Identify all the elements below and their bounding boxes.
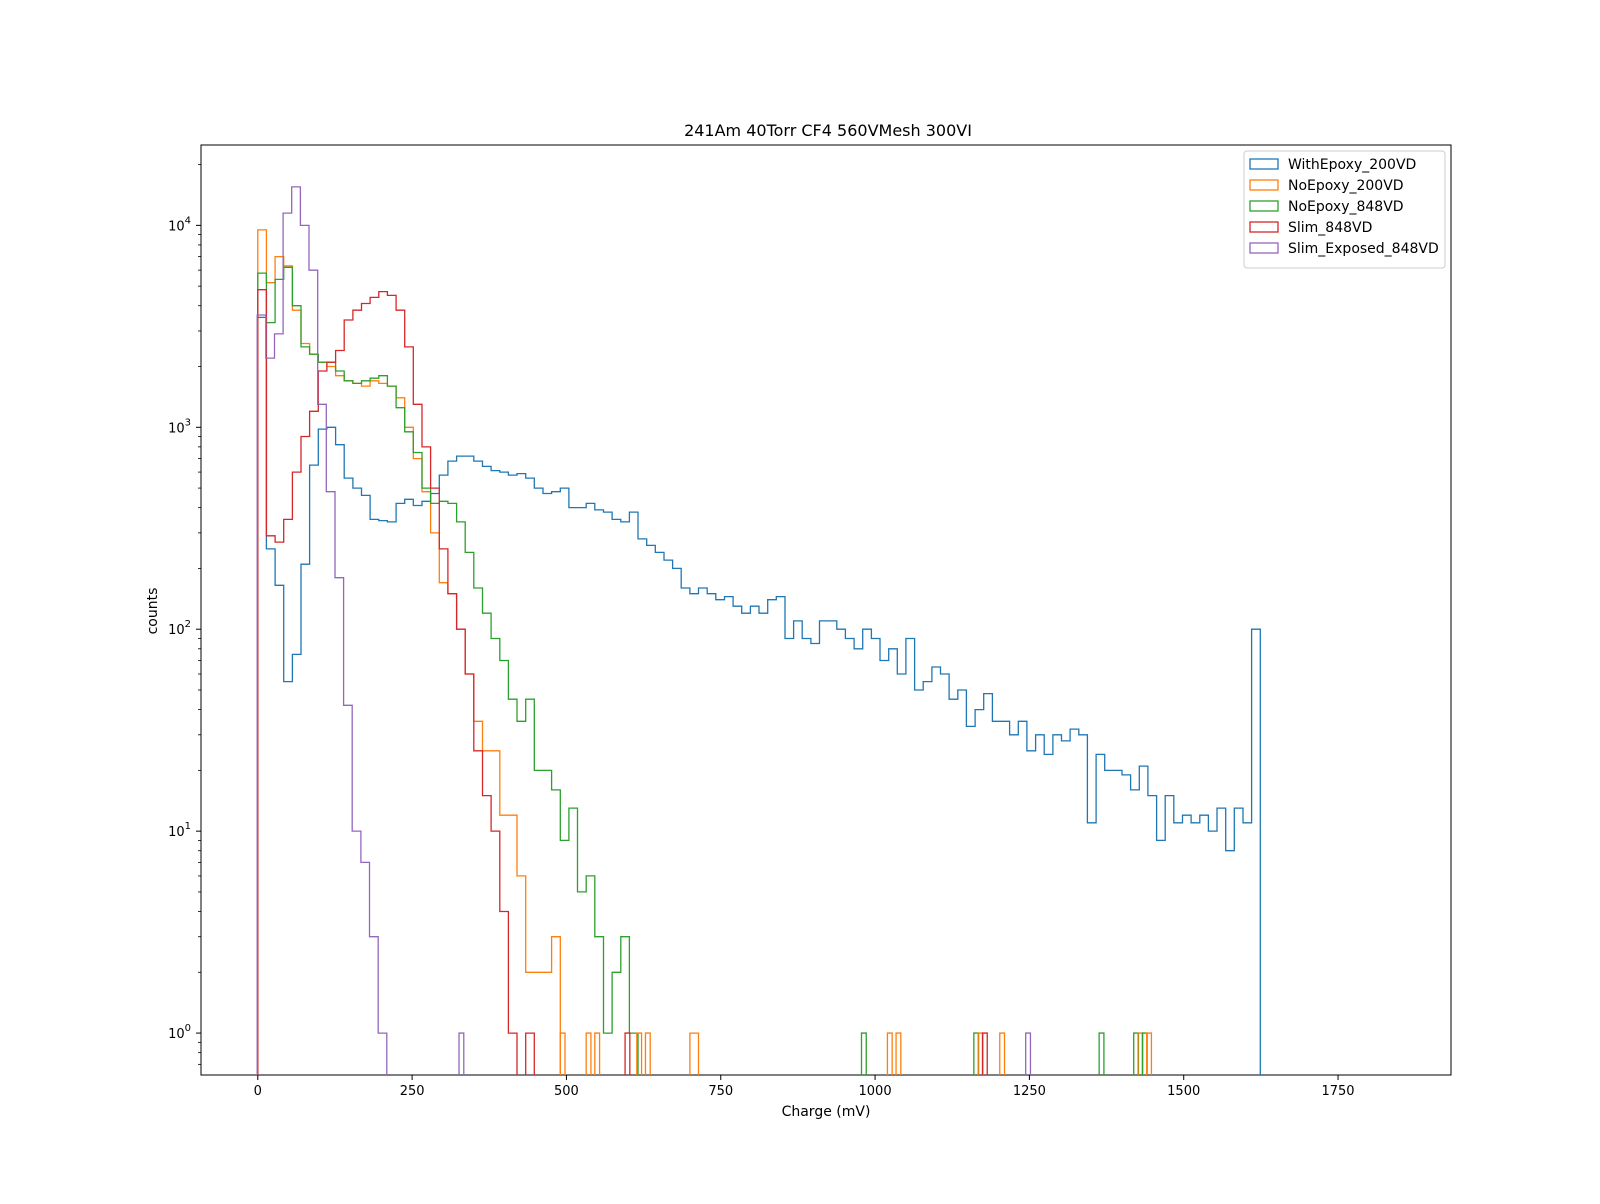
y-tick-label: 100	[168, 1023, 191, 1042]
sparse-bin	[644, 1032, 651, 1075]
y-tick-label: 102	[168, 619, 191, 638]
legend-swatch	[1249, 221, 1279, 233]
sparse-bin	[636, 1032, 643, 1075]
x-tick-label: 1250	[1013, 1084, 1046, 1099]
y-tick-label: 101	[168, 821, 191, 840]
x-axis-label: Charge (mV)	[782, 1104, 871, 1120]
series-NoEpoxy_200VD	[257, 229, 700, 1075]
series-line-NoEpoxy_200VD	[257, 229, 700, 1075]
legend-label: Slim_Exposed_848VD	[1288, 241, 1439, 257]
chart-title: 241Am 40Torr CF4 560VMesh 300VI	[684, 121, 972, 140]
legend-box	[1243, 150, 1446, 269]
series-Slim_Exposed_848VD	[256, 186, 388, 1075]
legend-swatch	[1249, 200, 1279, 212]
legend-swatch	[1249, 158, 1279, 170]
y-axis: 100 101 102 103 104	[168, 164, 201, 1065]
sparse-bin	[1146, 1032, 1153, 1075]
sparse-bin	[1098, 1032, 1105, 1075]
sparse-bin	[981, 1032, 988, 1075]
x-tick-label: 0	[254, 1084, 262, 1099]
plot-area	[200, 144, 1452, 1076]
legend-label: Slim_848VD	[1288, 220, 1372, 236]
sparse-bin	[559, 1032, 566, 1075]
sparse-bin	[999, 1032, 1006, 1075]
series-line-WithEpoxy_200VD	[257, 316, 1261, 1075]
legend: WithEpoxy_200VD NoEpoxy_200VD NoEpoxy_848V…	[1243, 150, 1446, 269]
sparse-bin	[895, 1032, 902, 1075]
series-layer	[256, 186, 1261, 1075]
x-tick-label: 750	[708, 1084, 733, 1099]
legend-swatch	[1249, 242, 1279, 254]
sparse-bin	[458, 1032, 465, 1075]
x-axis: 0 250 500 750 1000 1250 1500 1750	[254, 1075, 1355, 1099]
y-tick-label: 103	[168, 417, 191, 436]
sparse-bin	[585, 1032, 592, 1075]
x-tick-label: 1000	[859, 1084, 892, 1099]
series-Slim_848VD	[257, 289, 535, 1075]
x-tick-label: 1500	[1167, 1084, 1200, 1099]
series-WithEpoxy_200VD	[257, 316, 1261, 1075]
legend-label: NoEpoxy_848VD	[1288, 199, 1404, 215]
sparse-bin	[624, 1032, 631, 1075]
legend-label: WithEpoxy_200VD	[1288, 157, 1416, 173]
legend-label: NoEpoxy_200VD	[1288, 178, 1404, 194]
sparse-bins	[458, 1032, 1153, 1075]
sparse-bin	[886, 1032, 893, 1075]
sparse-bin	[860, 1032, 867, 1075]
y-axis-label: counts	[145, 588, 161, 635]
sparse-bin	[594, 1032, 601, 1075]
x-tick-label: 500	[554, 1084, 579, 1099]
y-tick-label: 104	[168, 215, 191, 234]
x-tick-label: 250	[400, 1084, 425, 1099]
x-tick-label: 1750	[1321, 1084, 1354, 1099]
series-line-Slim_Exposed_848VD	[256, 186, 388, 1075]
series-line-NoEpoxy_848VD	[257, 266, 639, 1075]
series-line-Slim_848VD	[257, 289, 535, 1075]
series-NoEpoxy_848VD	[257, 266, 639, 1075]
sparse-bin	[1025, 1032, 1032, 1075]
legend-swatch	[1249, 179, 1279, 191]
